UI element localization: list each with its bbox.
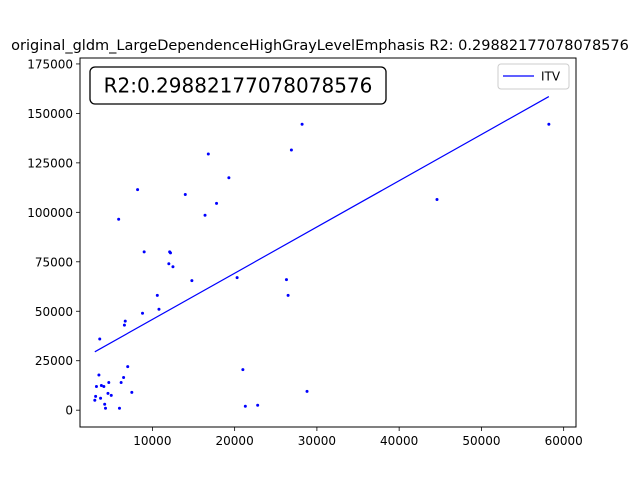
x-tick-label: 60000 (545, 434, 583, 448)
data-point-40 (284, 278, 288, 282)
data-point-32 (203, 213, 207, 217)
y-tick-label: 100000 (27, 206, 73, 220)
data-point-5 (99, 396, 103, 400)
x-axis: 10000 20000 30000 40000 50000 60000 (133, 427, 583, 448)
fit-line-itv (94, 96, 550, 353)
data-point-12 (109, 393, 113, 397)
data-point-18 (123, 319, 127, 323)
data-point-4 (98, 337, 102, 341)
data-point-46 (547, 122, 551, 126)
data-point-10 (106, 391, 110, 395)
data-point-13 (117, 217, 121, 221)
data-point-37 (241, 368, 245, 372)
data-point-19 (126, 365, 130, 369)
y-tick-label: 25000 (35, 354, 73, 368)
data-point-45 (435, 197, 439, 201)
x-tick-label: 10000 (133, 434, 171, 448)
data-point-29 (171, 265, 175, 269)
data-point-22 (141, 311, 145, 315)
data-point-9 (103, 406, 107, 410)
data-point-2 (94, 384, 98, 388)
y-axis: 0 25000 50000 75000 100000 125000 150000 175000 (27, 57, 80, 418)
data-point-20 (130, 390, 134, 394)
x-tick-label: 20000 (216, 434, 254, 448)
data-point-16 (122, 376, 126, 380)
annotation-text: R2:0.29882177078078576 (104, 74, 373, 98)
plot-area (80, 58, 576, 427)
data-point-21 (136, 188, 140, 192)
x-tick-label: 30000 (298, 434, 336, 448)
data-point-44 (305, 389, 309, 393)
data-point-41 (286, 293, 290, 297)
data-point-33 (206, 152, 210, 156)
data-point-14 (117, 406, 121, 410)
data-point-26 (167, 262, 171, 266)
legend: ITV (497, 63, 570, 90)
r2-annotation: R2:0.29882177078078576 (89, 66, 387, 105)
data-point-31 (190, 279, 194, 283)
y-tick-label: 150000 (27, 107, 73, 121)
data-point-17 (122, 323, 126, 327)
chart-title: original_gldm_LargeDependenceHighGrayLev… (11, 38, 629, 54)
x-tick-label: 50000 (462, 434, 500, 448)
data-point-38 (243, 404, 247, 408)
axes-frame (79, 57, 577, 428)
data-point-3 (97, 373, 101, 377)
data-point-39 (256, 403, 260, 407)
y-tick-label: 75000 (35, 255, 73, 269)
data-point-25 (157, 307, 161, 311)
y-tick-label: 125000 (27, 156, 73, 170)
data-point-7 (102, 384, 106, 388)
data-point-28 (168, 251, 172, 255)
points-layer (93, 122, 551, 410)
data-point-42 (289, 148, 293, 152)
data-point-0 (93, 398, 97, 402)
data-point-23 (142, 250, 146, 254)
fit-line-layer (94, 96, 550, 353)
axes-background (80, 58, 576, 427)
data-point-11 (107, 380, 111, 384)
y-tick-label: 50000 (35, 305, 73, 319)
data-point-43 (300, 122, 304, 126)
annotation-box (89, 66, 387, 105)
data-point-30 (183, 193, 187, 197)
data-point-24 (155, 293, 159, 297)
data-point-36 (235, 276, 239, 280)
data-point-15 (119, 380, 123, 384)
data-point-1 (94, 394, 98, 398)
y-tick-label: 0 (65, 404, 73, 418)
data-point-34 (215, 201, 219, 205)
legend-label-itv: ITV (541, 70, 561, 84)
data-point-8 (103, 402, 107, 406)
y-tick-label: 175000 (27, 57, 73, 71)
x-tick-label: 40000 (380, 434, 418, 448)
data-point-6 (99, 383, 103, 387)
data-point-35 (227, 176, 231, 180)
